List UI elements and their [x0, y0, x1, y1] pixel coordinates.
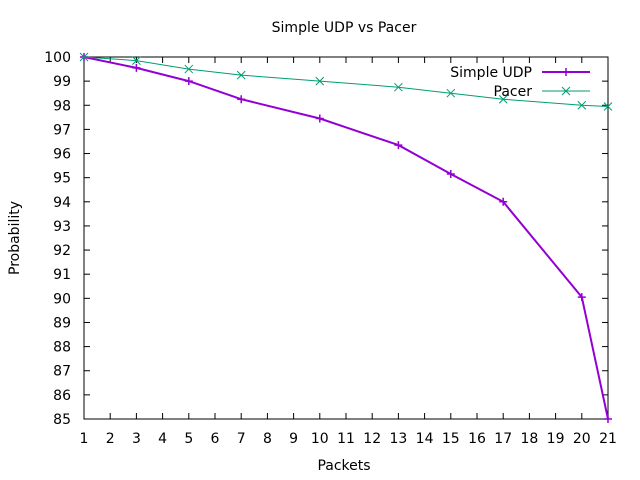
x-tick-label: 16: [468, 431, 486, 447]
y-tick-label: 92: [53, 243, 71, 259]
legend-label-simple-udp: Simple UDP: [450, 65, 532, 81]
y-tick-label: 89: [53, 315, 71, 331]
y-tick-label: 96: [53, 147, 71, 163]
data-point-simple-udp: [184, 77, 193, 86]
legend-entry-simple-udp: Simple UDP: [450, 65, 590, 81]
x-tick-label: 14: [416, 431, 434, 447]
series-pacer: [79, 52, 613, 111]
data-point-simple-udp: [604, 415, 612, 423]
data-point-pacer: [577, 100, 587, 110]
series-layer: [79, 52, 613, 423]
legend-marker-pacer: [561, 86, 571, 96]
series-simple-udp: [80, 53, 612, 423]
legend-label-pacer: Pacer: [494, 84, 533, 100]
data-point-simple-udp: [577, 293, 586, 302]
y-tick-label: 88: [53, 340, 71, 356]
x-tick-label: 3: [132, 431, 141, 447]
y-tick-label: 97: [53, 122, 71, 138]
data-point-pacer: [132, 56, 141, 65]
y-axis-label: Probability: [7, 201, 23, 275]
data-point-pacer: [394, 82, 403, 92]
legend-marker-simple-udp: [562, 68, 570, 76]
x-tick-label: 13: [389, 431, 407, 447]
x-tick-label: 18: [520, 431, 538, 447]
plot-frame: [83, 56, 609, 420]
x-tick-label: 11: [337, 431, 355, 447]
x-tick-label: 2: [106, 431, 115, 447]
x-axis-label: Packets: [317, 458, 370, 474]
x-tick-label: 19: [547, 431, 565, 447]
data-point-pacer: [603, 102, 613, 111]
y-tick-label: 86: [53, 388, 71, 404]
data-point-simple-udp: [394, 141, 403, 150]
y-tick-label: 87: [53, 364, 71, 380]
y-tick-label: 85: [53, 412, 71, 428]
x-tick-label: 8: [263, 431, 272, 447]
y-tick-label: 95: [53, 171, 71, 187]
data-point-pacer: [446, 88, 456, 98]
data-point-simple-udp: [237, 95, 246, 104]
x-tick-label: 6: [211, 431, 220, 447]
y-tick-label: 98: [53, 98, 71, 114]
data-point-pacer: [236, 70, 246, 80]
y-tick-label: 91: [53, 267, 71, 283]
x-tick-label: 17: [494, 431, 512, 447]
data-point-pacer: [79, 52, 89, 62]
x-tick-label: 5: [184, 431, 193, 447]
x-tick-label: 12: [363, 431, 381, 447]
y-tick-label: 99: [53, 74, 71, 90]
x-tick-label: 15: [442, 431, 460, 447]
data-point-pacer: [498, 94, 508, 104]
data-point-simple-udp: [132, 63, 141, 72]
x-tick-label: 1: [80, 431, 89, 447]
data-point-simple-udp: [499, 197, 508, 206]
data-point-pacer: [315, 76, 325, 86]
y-tick-label: 93: [53, 219, 71, 235]
series-line-simple-udp: [83, 56, 609, 420]
data-point-simple-udp: [315, 114, 324, 123]
y-tick-label: 100: [44, 50, 71, 66]
legend: Simple UDP Pacer: [450, 65, 590, 100]
legend-entry-pacer: Pacer: [494, 84, 590, 100]
x-tick-label: 10: [311, 431, 329, 447]
x-tick-label: 4: [158, 431, 167, 447]
x-tick-label: 7: [237, 431, 246, 447]
y-tick-label: 94: [53, 195, 71, 211]
series-line-pacer: [83, 56, 609, 107]
x-tick-label: 20: [573, 431, 591, 447]
data-point-pacer: [184, 64, 194, 74]
chart-title: Simple UDP vs Pacer: [272, 20, 417, 36]
y-tick-label: 90: [53, 291, 71, 307]
data-point-simple-udp: [446, 170, 455, 179]
axes: 1 2 3 4 5 6 7 8 9 10 11 12 13 14 15 16 17 18 19 20 218586878…: [44, 50, 617, 447]
x-tick-label: 9: [289, 431, 298, 447]
x-tick-label: 21: [599, 431, 617, 447]
